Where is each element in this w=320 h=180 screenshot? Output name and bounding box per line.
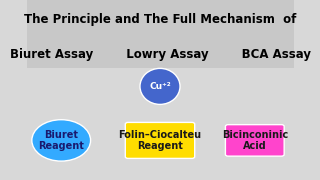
Ellipse shape [140, 68, 180, 104]
Text: Cu⁺²: Cu⁺² [149, 82, 171, 91]
Ellipse shape [32, 120, 91, 161]
Text: Biuret Assay        Lowry Assay        BCA Assay: Biuret Assay Lowry Assay BCA Assay [10, 48, 310, 60]
Text: Bicinconinic
Acid: Bicinconinic Acid [222, 130, 288, 151]
FancyBboxPatch shape [125, 122, 195, 158]
FancyBboxPatch shape [225, 125, 284, 156]
Text: Folin–Ciocalteu
Reagent: Folin–Ciocalteu Reagent [118, 130, 202, 151]
Text: The Principle and The Full Mechanism  of: The Principle and The Full Mechanism of [24, 13, 296, 26]
Text: Biuret
Reagent: Biuret Reagent [38, 130, 84, 151]
FancyBboxPatch shape [27, 0, 293, 68]
